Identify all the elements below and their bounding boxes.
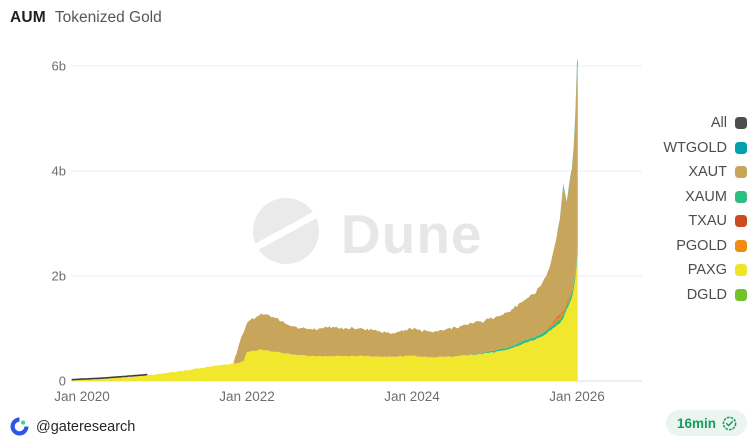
legend-item-wtgold[interactable]: WTGOLD: [663, 136, 747, 161]
verified-check-icon: [722, 416, 737, 430]
legend-item-xaut[interactable]: XAUT: [663, 160, 747, 185]
legend-label-paxg: PAXG: [687, 262, 727, 279]
legend-label-txau: TXAU: [688, 213, 727, 230]
y-tick-label-2b: 2b: [52, 269, 66, 284]
legend-swatch-xaut: [735, 166, 747, 179]
legend-label-all: All: [710, 115, 727, 132]
author-handle[interactable]: @gateresearch: [36, 418, 136, 435]
svg-text:Dune: Dune: [341, 203, 483, 265]
y-tick-label-4b: 4b: [52, 164, 66, 179]
x-tick-label-Jan-2026: Jan 2026: [549, 389, 605, 404]
x-tick-label-Jan-2024: Jan 2024: [384, 389, 440, 404]
legend-label-pgold: PGOLD: [676, 237, 727, 254]
y-tick-label-0: 0: [59, 374, 66, 389]
legend-label-xaut: XAUT: [688, 164, 727, 181]
line-all-total: [71, 373, 148, 381]
legend-swatch-dgld: [735, 288, 747, 301]
area-paxg: [71, 252, 578, 381]
chart-header: AUM Tokenized Gold: [10, 9, 162, 27]
footer-attribution: @gateresearch: [10, 417, 135, 436]
chart-title-subject: Tokenized Gold: [54, 9, 162, 26]
legend-swatch-paxg: [735, 264, 747, 277]
legend-swatch-all: [735, 117, 747, 130]
legend-swatch-txau: [735, 215, 747, 228]
legend-item-paxg[interactable]: PAXG: [663, 258, 747, 283]
legend-swatch-xaum: [735, 190, 747, 203]
legend-label-dgld: DGLD: [686, 286, 727, 303]
y-tick-label-6b: 6b: [52, 59, 66, 74]
legend-label-wtgold: WTGOLD: [663, 139, 727, 156]
legend-item-dgld[interactable]: DGLD: [663, 283, 747, 308]
x-tick-label-Jan-2020: Jan 2020: [54, 389, 110, 404]
chart-legend: All WTGOLD XAUT XAUM TXAU PGOLD PAXG DGLD: [663, 111, 747, 307]
legend-item-pgold[interactable]: PGOLD: [663, 234, 747, 259]
dune-watermark: Dune: [245, 198, 483, 265]
x-tick-label-Jan-2022: Jan 2022: [219, 389, 275, 404]
area-xaut: [71, 64, 578, 381]
legend-item-all[interactable]: All: [663, 111, 747, 136]
freshness-badge-text: 16min: [676, 415, 716, 431]
chart-title-metric: AUM: [10, 9, 46, 26]
legend-label-xaum: XAUM: [685, 188, 727, 205]
freshness-badge[interactable]: 16min: [665, 410, 747, 436]
legend-item-xaum[interactable]: XAUM: [663, 185, 747, 210]
legend-swatch-pgold: [735, 239, 747, 252]
legend-item-txau[interactable]: TXAU: [663, 209, 747, 234]
legend-swatch-wtgold: [735, 141, 747, 154]
gate-logo-icon: [10, 417, 29, 436]
